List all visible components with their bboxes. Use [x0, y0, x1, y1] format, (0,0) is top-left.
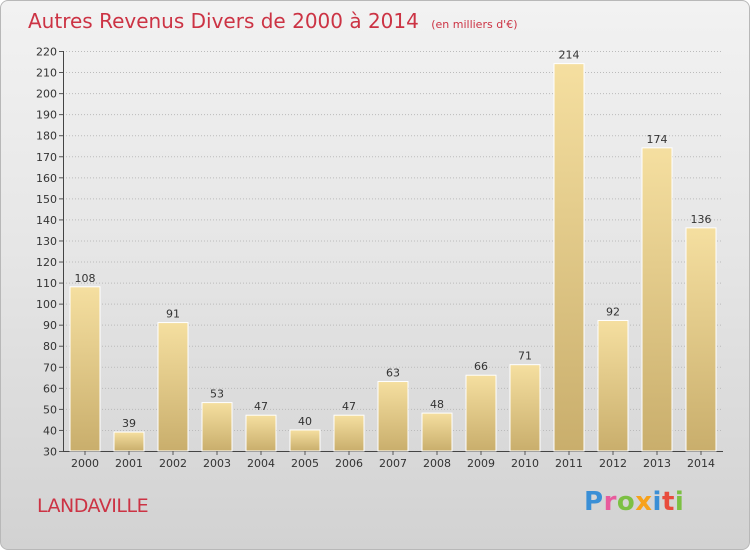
x-tick-label: 2014: [687, 457, 715, 470]
bar: [685, 227, 717, 452]
bar: [553, 63, 585, 452]
x-tick-label: 2013: [643, 457, 671, 470]
y-tick-label: 30: [43, 446, 57, 459]
bar-value-label: 174: [647, 133, 668, 146]
bar: [157, 322, 189, 452]
x-tick-label: 2006: [335, 457, 363, 470]
y-tick-label: 90: [43, 319, 57, 332]
bar: [69, 286, 101, 452]
y-tick-label: 60: [43, 382, 57, 395]
y-tick-label: 210: [36, 67, 57, 80]
bar: [377, 381, 409, 452]
bar-value-label: 39: [122, 417, 136, 430]
bar-value-label: 214: [559, 49, 580, 62]
logo-letter: i: [674, 487, 685, 517]
logo-letter: o: [616, 487, 636, 517]
bar-value-label: 91: [166, 308, 180, 321]
bar: [245, 414, 277, 452]
y-tick-label: 160: [36, 172, 57, 185]
bar-value-label: 53: [210, 388, 224, 401]
x-tick-label: 2009: [467, 457, 495, 470]
chart-title-text: Autres Revenus Divers de 2000 à 2014: [28, 9, 419, 33]
x-tick-label: 2011: [555, 457, 583, 470]
bar-value-label: 108: [75, 272, 96, 285]
logo-letter: r: [603, 487, 617, 517]
bar-value-label: 71: [518, 350, 532, 363]
x-tick-label: 2000: [71, 457, 99, 470]
y-tick-label: 80: [43, 340, 57, 353]
y-tick-label: 200: [36, 88, 57, 101]
y-tick-label: 190: [36, 109, 57, 122]
chart-unit: (en milliers d'€): [431, 18, 518, 31]
y-tick-label: 170: [36, 151, 57, 164]
bar-value-label: 40: [298, 415, 312, 428]
bar: [421, 412, 453, 452]
y-tick-label: 130: [36, 235, 57, 248]
chart-title: Autres Revenus Divers de 2000 à 2014 (en…: [28, 9, 518, 33]
bar-value-label: 66: [474, 360, 488, 373]
y-tick-label: 140: [36, 214, 57, 227]
x-tick-label: 2007: [379, 457, 407, 470]
bar: [641, 147, 673, 452]
bar-value-label: 47: [254, 400, 268, 413]
bar: [289, 429, 321, 452]
x-tick-label: 2010: [511, 457, 539, 470]
bar: [465, 374, 497, 452]
logo-letter: P: [584, 487, 604, 517]
x-tick-label: 2005: [291, 457, 319, 470]
logo-letter: t: [661, 487, 675, 517]
bar-value-label: 48: [430, 398, 444, 411]
x-tick-label: 2012: [599, 457, 627, 470]
logo-letter: x: [635, 487, 653, 517]
y-tick-label: 150: [36, 193, 57, 206]
bar-value-label: 136: [691, 213, 712, 226]
x-tick-label: 2002: [159, 457, 187, 470]
bar: [113, 431, 145, 452]
bar: [509, 364, 541, 452]
bar: [201, 402, 233, 452]
y-tick-label: 220: [36, 46, 57, 59]
logo-letter: i: [652, 487, 662, 517]
x-tick-label: 2004: [247, 457, 275, 470]
bar-value-label: 63: [386, 367, 400, 380]
y-tick-label: 180: [36, 130, 57, 143]
y-tick-label: 100: [36, 298, 57, 311]
y-tick-label: 50: [43, 403, 57, 416]
bar: [333, 414, 365, 452]
y-tick-label: 70: [43, 361, 57, 374]
y-tick-label: 40: [43, 424, 57, 437]
y-tick-label: 110: [36, 277, 57, 290]
place-name: LANDAVILLE: [37, 495, 149, 517]
x-tick-label: 2001: [115, 457, 143, 470]
bar: [597, 319, 629, 452]
y-tick-label: 120: [36, 256, 57, 269]
proxiti-logo: Proxiti: [584, 487, 684, 517]
bar-value-label: 47: [342, 400, 356, 413]
x-tick-label: 2008: [423, 457, 451, 470]
x-tick-label: 2003: [203, 457, 231, 470]
bar-value-label: 92: [606, 305, 620, 318]
